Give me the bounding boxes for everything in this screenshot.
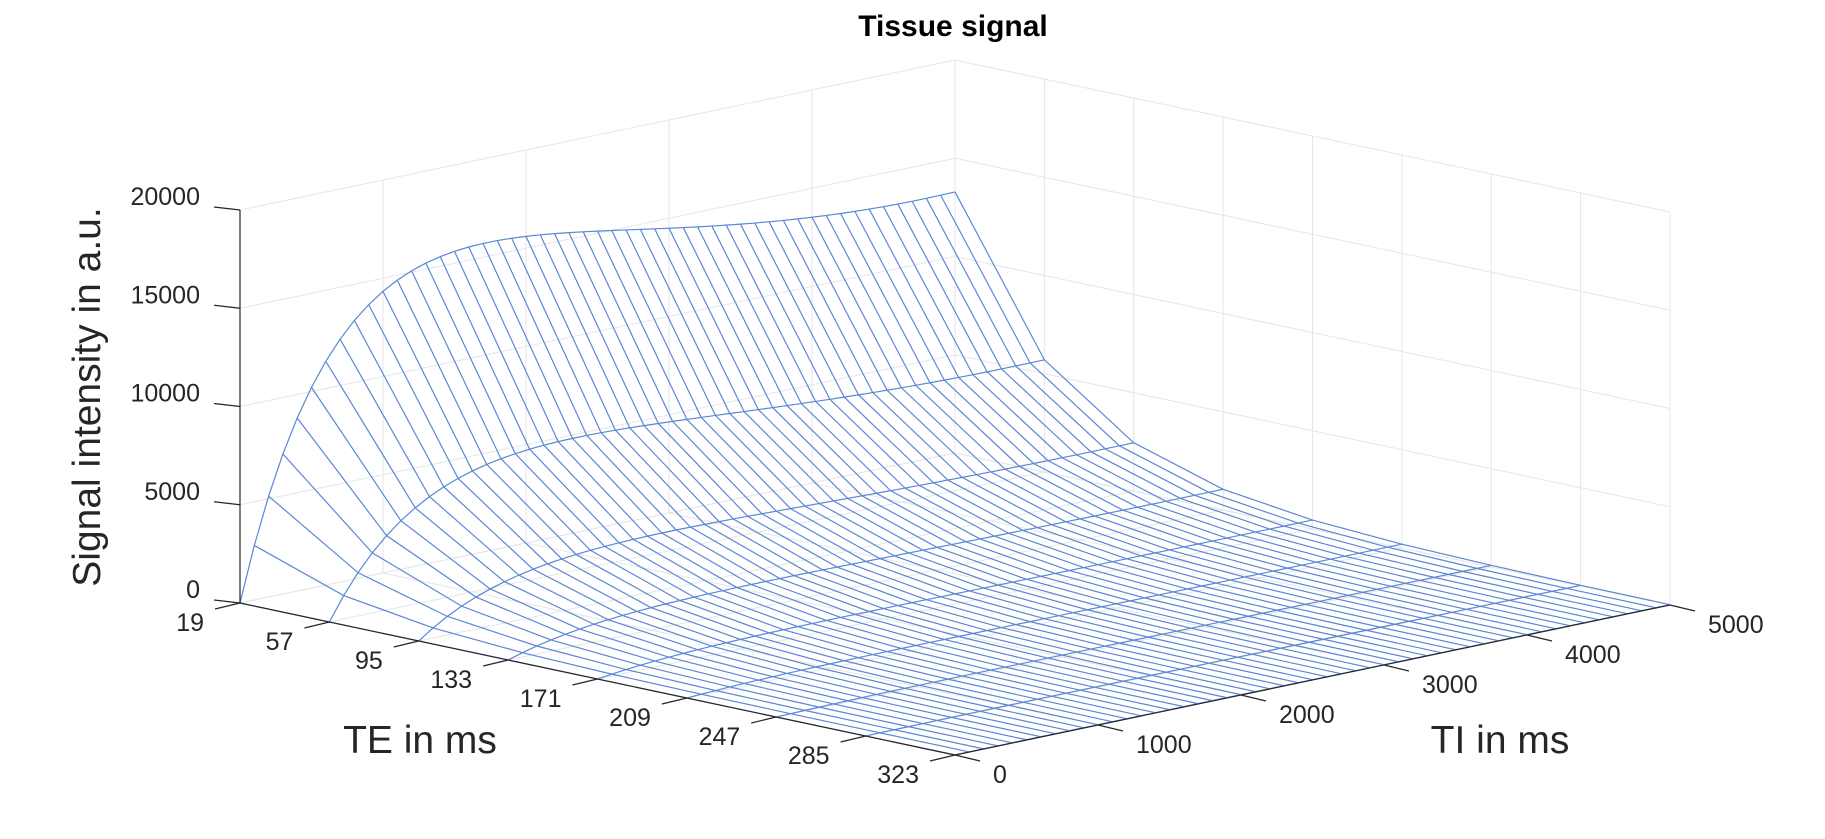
grid-line: [668, 512, 1385, 666]
mesh-line-te: [507, 488, 1224, 661]
z-tick-label: 10000: [130, 380, 200, 408]
z-tick-mark: [213, 206, 241, 211]
te-tick-mark: [482, 659, 509, 667]
te-tick-label: 19: [176, 609, 204, 637]
te-tick-label: 285: [788, 742, 830, 770]
z-axis-label: Signal intensity in a.u.: [66, 207, 109, 586]
ti-tick-label: 0: [993, 761, 1007, 789]
ti-tick-label: 1000: [1136, 731, 1192, 759]
z-tick-label: 20000: [130, 183, 200, 211]
ti-tick-mark: [1669, 604, 1696, 612]
mesh-line-ti: [868, 208, 1585, 624]
mesh-line-te: [865, 584, 1581, 737]
te-tick-mark: [840, 735, 866, 743]
te-tick-label: 171: [520, 685, 562, 713]
te-tick-label: 323: [877, 761, 919, 789]
ti-tick-mark: [1526, 634, 1553, 642]
mesh-line-te: [597, 519, 1313, 680]
mesh-line-te: [239, 191, 956, 604]
mesh-line-ti: [639, 229, 1356, 672]
grid-line: [597, 528, 1313, 680]
mesh-line-ti: [940, 194, 1656, 609]
mesh-line-ti: [625, 229, 1342, 675]
te-tick-label: 133: [430, 666, 472, 694]
te-tick-label: 95: [355, 647, 383, 675]
te-tick-mark: [304, 621, 330, 629]
mesh-line-ti: [382, 291, 1099, 726]
mesh-line-te: [328, 359, 1045, 623]
te-tick-mark: [572, 678, 598, 686]
mesh-line-ti: [854, 211, 1571, 627]
ti-tick-label: 2000: [1279, 701, 1335, 729]
grid-line: [954, 452, 1671, 606]
chart-title: Tissue signal: [858, 10, 1048, 43]
z-tick-mark: [213, 501, 241, 506]
te-tick-mark: [751, 716, 777, 724]
grid-line: [239, 452, 956, 604]
mesh-line-te: [776, 564, 1492, 718]
z-tick-label: 15000: [130, 281, 200, 309]
mesh-line-ti: [439, 256, 1156, 714]
mesh-line-te: [418, 442, 1134, 642]
te-tick-mark: [214, 602, 241, 610]
te-tick-label: 57: [266, 628, 294, 656]
grid-lines: [239, 59, 1671, 756]
ti-tick-mark: [1383, 664, 1410, 672]
te-tick-mark: [393, 640, 419, 648]
ti-tick-mark: [1240, 694, 1267, 702]
mesh-line-ti: [739, 223, 1456, 651]
mesh-line-ti: [925, 198, 1642, 612]
ti-tick-label: 4000: [1565, 641, 1621, 669]
z-tick-label: 5000: [144, 478, 200, 506]
grid-line: [525, 542, 1242, 696]
mesh-line-ti: [482, 243, 1199, 705]
te-axis-label: TE in ms: [343, 719, 497, 762]
te-tick-mark: [929, 754, 956, 762]
grid-line: [382, 572, 1099, 726]
mesh-line-ti: [754, 222, 1470, 648]
ti-tick-mark: [1097, 724, 1124, 732]
mesh-line-ti: [840, 213, 1556, 630]
mesh-line-ti: [911, 200, 1628, 615]
z-tick-label: 0: [186, 576, 200, 604]
te-tick-labels: 19 57 95 133 171 209 247 285 323: [176, 602, 956, 789]
ti-tick-labels: 0 1000 2000 3000 4000 5000: [954, 604, 1764, 789]
te-tick-label: 247: [699, 723, 741, 751]
z-tick-mark: [213, 599, 241, 604]
ti-tick-label: 5000: [1708, 611, 1764, 639]
mesh-line-ti: [811, 216, 1528, 636]
mesh-line-ti: [797, 218, 1513, 639]
ti-tick-label: 3000: [1422, 671, 1478, 699]
z-tick-mark: [213, 402, 241, 408]
grid-line: [239, 256, 956, 407]
mesh-line-ti: [282, 453, 999, 747]
ti-axis-label: TI in ms: [1431, 719, 1570, 762]
mesh-line-te: [686, 543, 1403, 699]
ti-axis-line: [954, 604, 1671, 756]
mesh-line-ti: [897, 203, 1613, 618]
grid-line: [811, 482, 1528, 636]
z-tick-labels: 0 5000 10000 15000 20000: [130, 183, 241, 604]
mesh-line-ti: [782, 220, 1499, 642]
grid-line: [865, 585, 1581, 737]
z-tick-mark: [213, 304, 241, 309]
te-tick-mark: [661, 697, 688, 705]
mesh-line-ti: [768, 221, 1485, 645]
grid-line: [239, 157, 956, 309]
te-tick-label: 209: [609, 704, 651, 732]
grid-line: [239, 59, 956, 211]
ti-tick-mark: [954, 754, 981, 762]
grid-line: [776, 566, 1492, 718]
